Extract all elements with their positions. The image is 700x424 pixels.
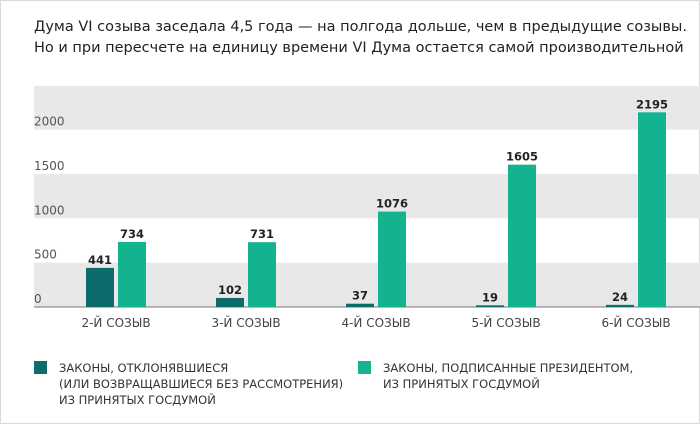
legend-item-rejected: ЗАКОНЫ, ОТКЛОНЯВШИЕСЯ (ИЛИ ВОЗВРАЩАВШИЕС… xyxy=(34,360,343,408)
x-category-label: 2-Й СОЗЫВ xyxy=(81,315,150,330)
grid-band xyxy=(34,86,700,130)
legend-rejected-line: (ИЛИ ВОЗВРАЩАВШИЕСЯ БЕЗ РАССМОТРЕНИЯ) xyxy=(59,377,344,391)
legend-label-rejected: ЗАКОНЫ, ОТКЛОНЯВШИЕСЯ (ИЛИ ВОЗВРАЩАВШИЕС… xyxy=(59,360,343,408)
legend-rejected-line: ИЗ ПРИНЯТЫХ ГОСДУМОЙ xyxy=(59,393,216,407)
bar-signed xyxy=(378,211,406,307)
data-label: 1076 xyxy=(376,197,408,211)
legend-signed-line: ИЗ ПРИНЯТЫХ ГОСДУМОЙ xyxy=(383,377,540,391)
title-line-1: Дума VI созыва заседала 4,5 года — на по… xyxy=(34,19,687,35)
x-category-label: 6-Й СОЗЫВ xyxy=(601,315,670,330)
legend-swatch-signed xyxy=(358,361,371,374)
grid-band xyxy=(34,173,700,219)
x-category-label: 4-Й СОЗЫВ xyxy=(341,315,410,330)
y-tick-label: 500 xyxy=(34,248,57,262)
x-category-label: 3-Й СОЗЫВ xyxy=(211,315,280,330)
bar-rejected xyxy=(216,297,244,307)
legend-signed-line: ЗАКОНЫ, ПОДПИСАННЫЕ ПРЕЗИДЕНТОМ, xyxy=(383,361,634,375)
legend-item-signed: ЗАКОНЫ, ПОДПИСАННЫЕ ПРЕЗИДЕНТОМ, ИЗ ПРИН… xyxy=(358,360,633,392)
chart-title: Дума VI созыва заседала 4,5 года — на по… xyxy=(34,17,687,59)
x-category-label: 5-Й СОЗЫВ xyxy=(471,315,540,330)
bar-rejected xyxy=(86,267,114,307)
y-tick-label: 1000 xyxy=(34,203,65,217)
bar-rejected xyxy=(606,304,634,307)
bar-signed xyxy=(118,241,146,307)
y-tick-label: 2000 xyxy=(34,115,65,129)
data-label: 37 xyxy=(352,289,368,303)
bar-rejected xyxy=(346,303,374,307)
data-label: 2195 xyxy=(636,97,668,111)
legend-label-signed: ЗАКОНЫ, ПОДПИСАННЫЕ ПРЕЗИДЕНТОМ, ИЗ ПРИН… xyxy=(383,360,633,392)
bar-rejected xyxy=(476,305,504,307)
bar-signed xyxy=(638,112,666,307)
data-label: 441 xyxy=(88,253,112,267)
y-tick-label: 1500 xyxy=(34,159,65,173)
data-label: 1605 xyxy=(506,150,538,164)
data-label: 19 xyxy=(482,290,498,304)
legend-rejected-line: ЗАКОНЫ, ОТКЛОНЯВШИЕСЯ xyxy=(59,361,229,375)
data-label: 102 xyxy=(218,283,242,297)
bar-signed xyxy=(508,164,536,307)
bar-signed xyxy=(248,242,276,307)
legend-swatch-rejected xyxy=(34,361,47,374)
y-tick-label: 0 xyxy=(34,292,42,306)
data-label: 731 xyxy=(250,227,274,241)
data-label: 734 xyxy=(120,227,144,241)
title-line-2: Но и при пересчете на единицу времени VI… xyxy=(34,40,684,56)
data-label: 24 xyxy=(612,290,628,304)
